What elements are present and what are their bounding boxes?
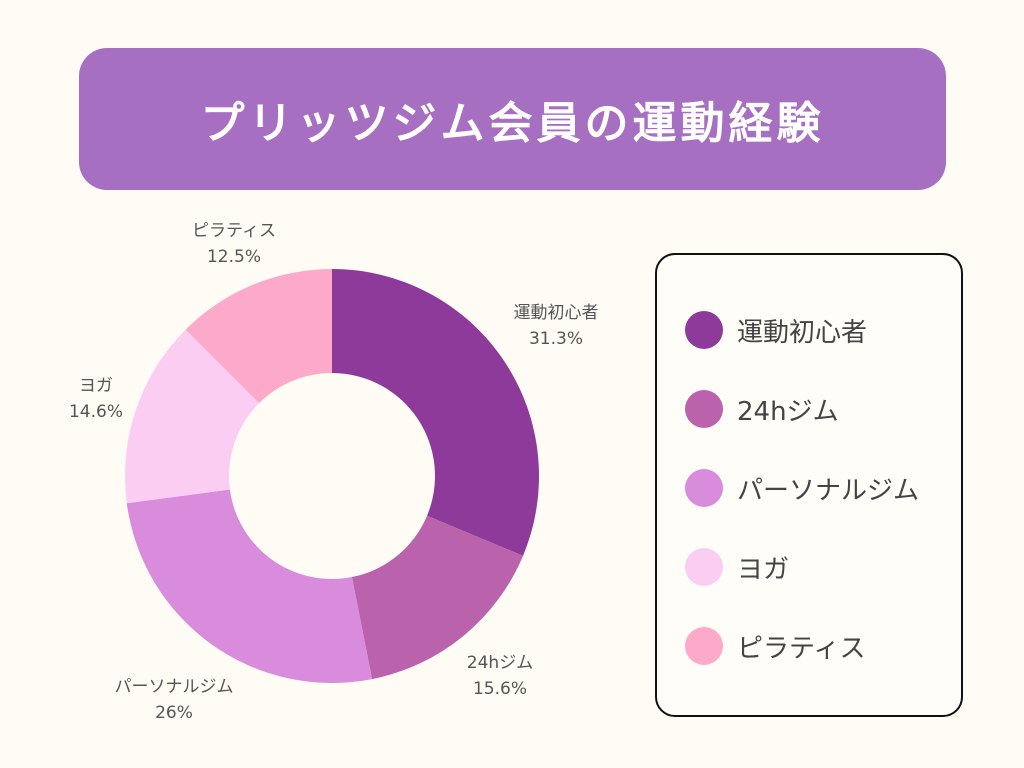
slice-label-1: 運動初心者 <box>514 303 599 323</box>
slice-4 <box>125 329 260 504</box>
legend-swatch <box>685 390 723 428</box>
title-banner: プリッツジム会員の運動経験 <box>79 48 946 190</box>
chart-title: プリッツジム会員の運動経験 <box>200 98 825 149</box>
legend-item-2: 24hジム <box>685 390 839 428</box>
legend-label: ヨガ <box>737 554 790 585</box>
legend-swatch <box>685 548 723 586</box>
slice-2 <box>351 515 523 680</box>
legend-label: パーソナルジム <box>737 475 920 506</box>
slice-3 <box>126 489 373 683</box>
slice-label-4: ヨガ <box>79 376 113 396</box>
slice-1 <box>332 269 540 556</box>
legend-label: 24hジム <box>737 396 839 427</box>
slice-label-5: ピラティス <box>192 221 276 241</box>
legend-swatch <box>685 311 723 349</box>
slice-value-label-3: 26% <box>155 703 193 723</box>
legend: 運動初心者 24hジムパーソナルジム ヨガピラティス <box>655 253 963 717</box>
slice-value-label-4: 14.6% <box>69 402 123 422</box>
slice-value-label-2: 15.6% <box>473 679 527 699</box>
legend-item-4: ヨガ <box>685 548 789 586</box>
legend-item-3: パーソナルジム <box>685 469 919 507</box>
legend-item-1: 運動初心者 <box>685 311 867 349</box>
slice-value-label-5: 12.5% <box>207 247 261 267</box>
slice-label-3: パーソナルジム <box>115 677 234 697</box>
slice-value-label-1: 31.3% <box>529 329 583 349</box>
legend-label: 運動初心者 <box>737 317 868 348</box>
legend-swatch <box>685 469 723 507</box>
slice-5 <box>185 269 332 404</box>
legend-swatch <box>685 627 723 665</box>
slice-label-2: 24hジム <box>467 653 533 673</box>
legend-label: ピラティス <box>737 633 866 664</box>
legend-item-5: ピラティス <box>685 627 865 665</box>
